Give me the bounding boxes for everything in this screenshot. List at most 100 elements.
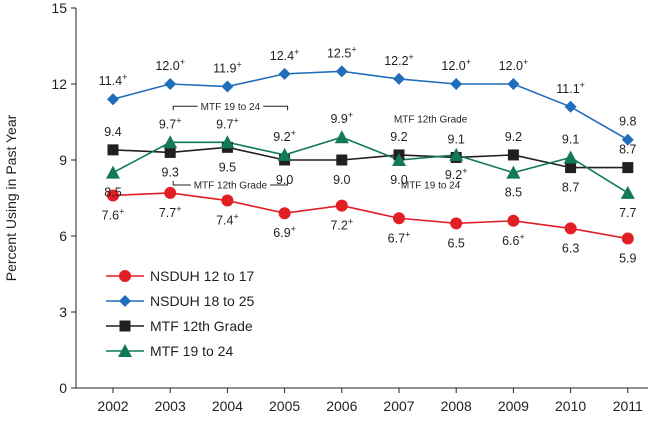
data-label-mtf-19-to-24: 8.5 — [104, 186, 121, 200]
marker-mtf-12th-grade — [622, 162, 634, 174]
marker-nsduh-18-to-25 — [564, 100, 577, 113]
data-label-mtf-19-to-24: 9.0 — [390, 173, 407, 187]
axes: 0 3 6 9 12 15 2002 2003 2004 2005 2006 2007 2008 2009… — [51, 0, 648, 414]
data-label-mtf-12th-grade: 9.2 — [505, 130, 522, 144]
significance-plus: + — [519, 232, 524, 242]
data-label-nsduh-18-to-25: 11.1+ — [556, 80, 585, 96]
marker-nsduh-18-to-25 — [221, 80, 234, 93]
y-tick-label: 15 — [51, 0, 67, 16]
series-line-mtf-12th-grade — [112, 146, 628, 169]
marker-nsduh-12-to-17 — [564, 222, 577, 235]
legend-marker-nsduh-12-to-17 — [119, 270, 131, 282]
data-label-nsduh-12-to-17: 7.6+ — [102, 206, 125, 222]
marker-nsduh-18-to-25 — [450, 78, 463, 90]
marker-nsduh-12-to-17 — [507, 214, 520, 227]
bracket-annotation: MTF 12th Grade — [172, 181, 289, 192]
data-label-nsduh-12-to-17: 6.3 — [562, 241, 579, 255]
bracket-label: MTF 12th Grade — [394, 114, 468, 125]
data-label-nsduh-12-to-17: 6.9+ — [273, 224, 296, 240]
marker-nsduh-12-to-17 — [107, 189, 119, 202]
data-label-mtf-12th-grade: 9.2 — [390, 130, 407, 144]
data-label-nsduh-18-to-25: 12.2+ — [384, 52, 414, 68]
marker-mtf-12th-grade — [336, 154, 348, 166]
significance-plus: + — [233, 115, 238, 125]
data-label-nsduh-12-to-17: 7.4+ — [216, 212, 239, 228]
x-tick-label: 2008 — [441, 398, 472, 414]
legend-label: NSDUH 12 to 17 — [150, 268, 254, 284]
significance-plus: + — [348, 217, 353, 227]
data-label-mtf-19-to-24: 9.9+ — [330, 110, 353, 126]
x-tick-label: 2003 — [155, 398, 186, 414]
data-label-mtf-19-to-24: 9.1 — [562, 132, 579, 146]
x-tick-label: 2004 — [212, 398, 243, 414]
x-tick-label: 2005 — [269, 398, 300, 414]
significance-plus: + — [523, 57, 528, 67]
significance-plus: + — [466, 57, 471, 67]
x-tick-label: 2009 — [498, 398, 529, 414]
data-label-mtf-12th-grade: 9.0 — [276, 173, 293, 187]
y-axis-label: Percent Using in Past Year — [3, 114, 19, 281]
y-tick-label: 6 — [59, 228, 67, 244]
marker-nsduh-12-to-17 — [450, 217, 463, 230]
legend-item-nsduh-18-to-25: NSDUH 18 to 25 — [106, 293, 254, 309]
significance-plus: + — [236, 60, 241, 70]
marker-mtf-19-to-24 — [106, 165, 120, 179]
annotations: MTF 19 to 24 MTF 12th Grade MTF 12th Grade… — [172, 102, 471, 192]
legend: NSDUH 12 to 17 NSDUH 18 to 25 MTF 12th Gra… — [106, 268, 254, 359]
data-label-mtf-19-to-24: 9.7+ — [159, 115, 182, 131]
legend-label: NSDUH 18 to 25 — [150, 293, 254, 309]
data-label-nsduh-12-to-17: 5.9 — [619, 252, 636, 266]
significance-plus: + — [176, 204, 181, 214]
marker-mtf-19-to-24 — [277, 147, 292, 161]
significance-plus: + — [291, 224, 296, 234]
significance-plus: + — [119, 206, 124, 216]
bracket-label: MTF 12th Grade — [194, 181, 268, 192]
marker-nsduh-12-to-17 — [278, 207, 291, 220]
significance-plus: + — [462, 166, 467, 176]
marker-nsduh-12-to-17 — [164, 186, 177, 199]
marker-nsduh-12-to-17 — [621, 232, 634, 245]
marker-nsduh-18-to-25 — [335, 65, 348, 78]
data-label-nsduh-12-to-17: 6.5 — [448, 236, 465, 250]
data-label-mtf-19-to-24: 9.2+ — [445, 166, 468, 182]
bracket-label: MTF 19 to 24 — [201, 102, 261, 113]
marker-mtf-12th-grade — [107, 144, 119, 156]
marker-nsduh-18-to-25 — [621, 133, 634, 146]
significance-plus: + — [409, 52, 414, 62]
marker-mtf-19-to-24 — [163, 135, 178, 149]
data-label-mtf-19-to-24: 9.7+ — [216, 115, 239, 131]
y-tick-label: 9 — [59, 152, 67, 168]
significance-plus: + — [122, 72, 127, 82]
data-label-mtf-12th-grade: 9.1 — [448, 132, 465, 146]
marker-mtf-19-to-24 — [220, 135, 235, 149]
series-line-nsduh-18-to-25 — [112, 70, 629, 141]
y-tick-label: 3 — [59, 304, 67, 320]
data-label-mtf-12th-grade: 9.4 — [104, 125, 121, 139]
marker-mtf-12th-grade — [507, 149, 519, 161]
data-label-nsduh-18-to-25: 12.0+ — [499, 57, 529, 73]
significance-plus: + — [405, 229, 410, 239]
data-labels: 7.6+ 7.7+7.4+6.9+ 7.2+6.7+6.5 6.6+6.35.911.… — [99, 44, 637, 265]
legend-marker-mtf-19-to-24 — [118, 344, 132, 357]
legend-item-mtf-19-to-24: MTF 19 to 24 — [106, 343, 233, 359]
data-label-nsduh-12-to-17: 7.2+ — [330, 217, 353, 233]
marker-nsduh-18-to-25 — [164, 78, 177, 90]
x-tick-label: 2010 — [555, 398, 586, 414]
legend-marker-mtf-12th-grade — [119, 320, 131, 332]
significance-plus: + — [580, 80, 585, 90]
legend-marker-nsduh-18-to-25 — [119, 295, 131, 307]
bracket-annotation: MTF 12th Grade — [390, 114, 471, 125]
significance-plus: + — [348, 110, 353, 120]
x-tick-label: 2006 — [326, 398, 357, 414]
data-label-nsduh-18-to-25: 12.0+ — [155, 57, 185, 73]
marker-mtf-12th-grade — [164, 146, 176, 158]
marker-nsduh-18-to-25 — [278, 67, 291, 80]
data-label-mtf-12th-grade: 8.7 — [562, 181, 579, 195]
x-tick-label: 2007 — [383, 398, 414, 414]
data-label-mtf-19-to-24: 7.7 — [619, 206, 636, 220]
data-label-nsduh-12-to-17: 6.6+ — [502, 232, 525, 248]
legend-label: MTF 12th Grade — [150, 318, 253, 334]
marker-nsduh-18-to-25 — [393, 72, 405, 85]
significance-plus: + — [351, 44, 356, 54]
series-lines — [112, 70, 629, 240]
